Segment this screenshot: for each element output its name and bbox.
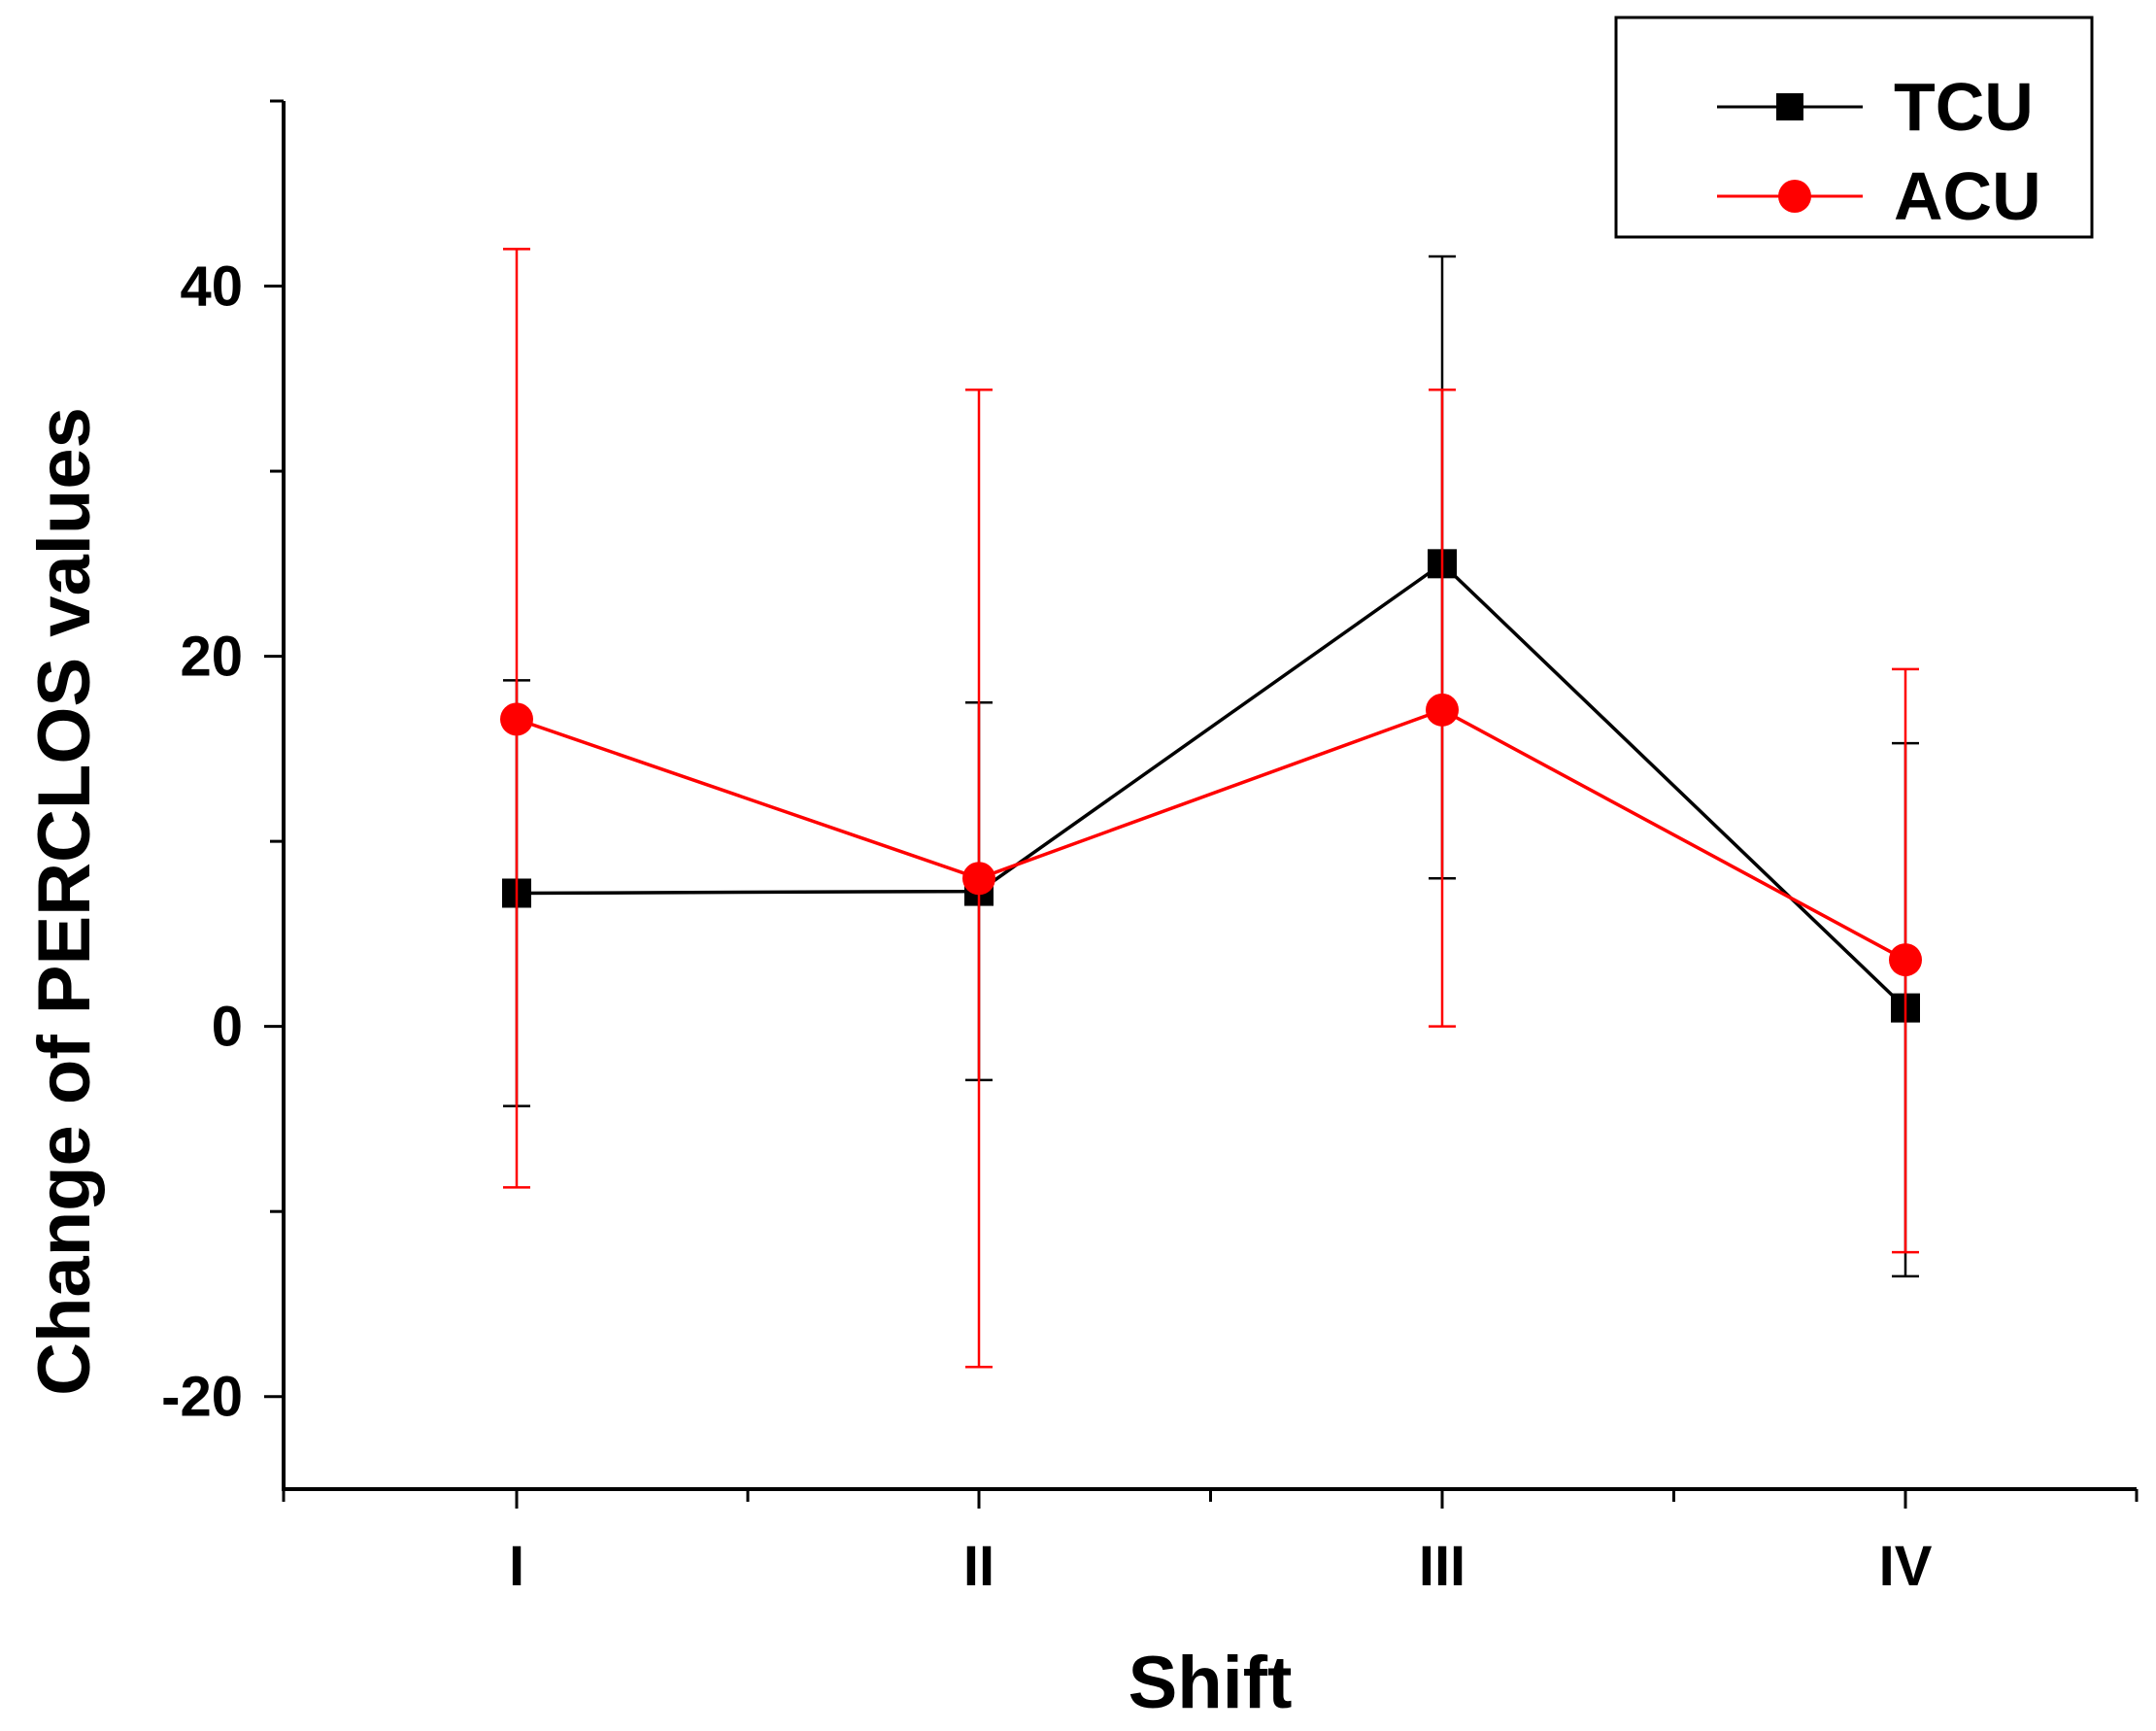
y-ticks: -20 0 20 40	[161, 99, 284, 1429]
x-axis-label: Shift	[1129, 1642, 1293, 1724]
legend-box	[1614, 16, 2094, 239]
series-acu	[500, 248, 1922, 1369]
y-axis-label: Change of PERCLOS values	[23, 407, 106, 1396]
legend-tcu-label: TCU	[1894, 69, 2034, 145]
acu-point	[1889, 943, 1922, 977]
series-layer	[500, 248, 1922, 1369]
legend: TCU ACU	[1614, 16, 2094, 239]
acu-point	[1426, 693, 1459, 727]
x-tick-label: II	[963, 1535, 994, 1598]
legend-tcu-marker	[1776, 93, 1803, 120]
x-tick-label: IV	[1879, 1535, 1933, 1598]
legend-acu-marker	[1778, 180, 1811, 213]
y-tick-label: 40	[180, 255, 243, 319]
acu-line	[516, 707, 1906, 962]
x-tick-label: I	[509, 1535, 524, 1598]
tcu-line	[516, 561, 1907, 1009]
legend-acu-label: ACU	[1894, 158, 2041, 234]
y-tick-label: 20	[180, 626, 243, 689]
y-tick-label: 0	[212, 996, 243, 1059]
x-ticks: I II III IV	[282, 1489, 2139, 1598]
acu-point	[962, 862, 995, 896]
x-tick-label: III	[1419, 1535, 1465, 1598]
y-tick-label: -20	[161, 1366, 243, 1429]
acu-point	[500, 702, 533, 736]
